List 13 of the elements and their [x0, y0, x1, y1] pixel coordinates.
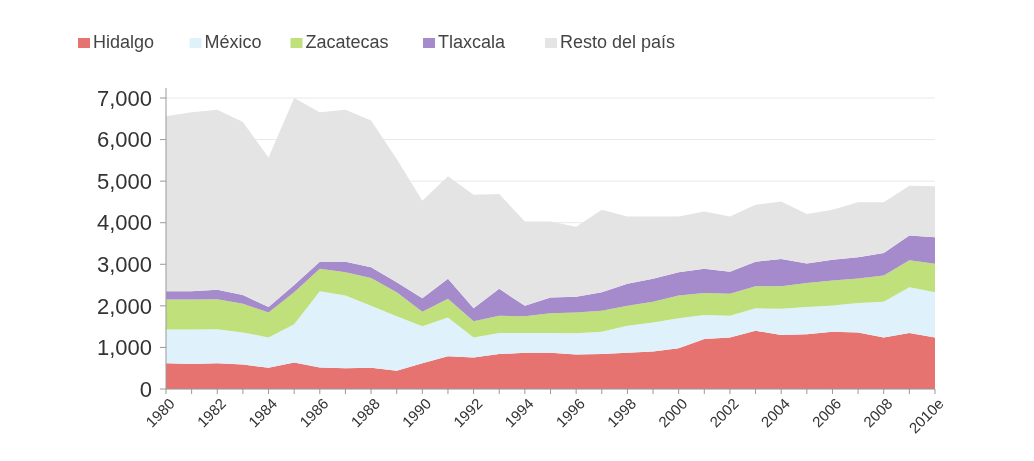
legend-label: Hidalgo: [93, 32, 155, 52]
y-tick-label: 1,000: [96, 335, 152, 361]
legend-label: México: [204, 32, 262, 52]
legend-label: Tlaxcala: [438, 32, 507, 52]
y-tick-label: 2,000: [96, 293, 152, 319]
legend-label: Zacatecas: [305, 32, 389, 52]
y-tick-label: 3,000: [96, 251, 152, 277]
y-tick-label: 5,000: [96, 168, 152, 194]
y-tick-label: 4,000: [96, 210, 152, 236]
legend-label: Resto del país: [560, 32, 676, 52]
y-tick-label: 7,000: [96, 85, 152, 111]
y-tick-label: 6,000: [96, 127, 152, 153]
y-tick-label: 0: [139, 376, 152, 402]
